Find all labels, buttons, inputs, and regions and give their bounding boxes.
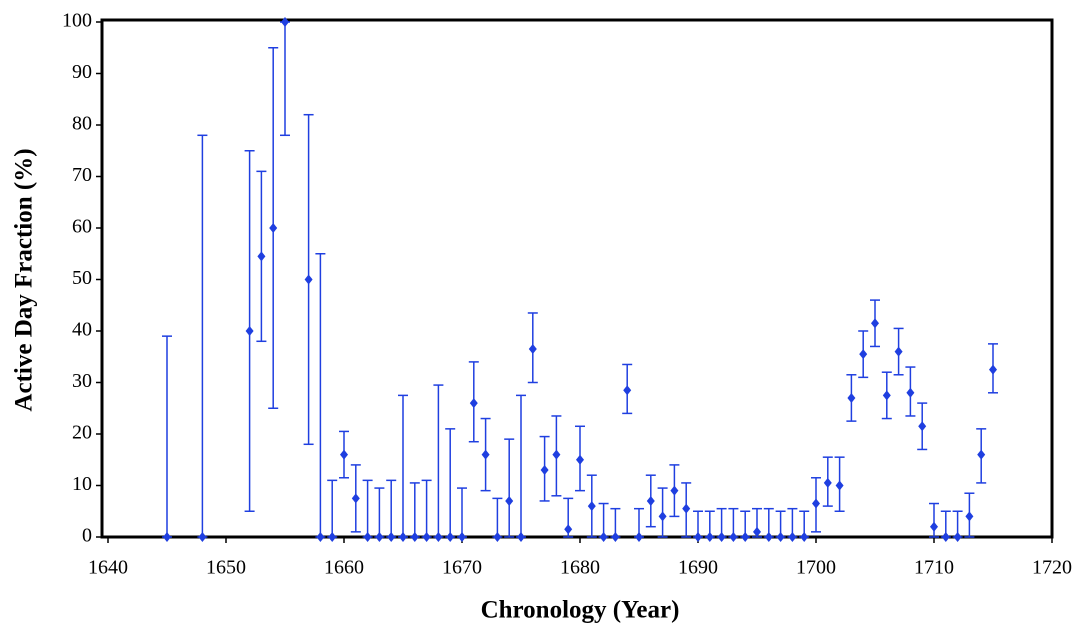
x-tick-label: 1670: [442, 557, 482, 579]
y-tick-label: 10: [72, 473, 92, 495]
point: [741, 532, 750, 542]
point: [635, 532, 643, 542]
y-tick-label: 100: [62, 10, 92, 32]
point: [941, 532, 950, 542]
point: [351, 493, 360, 504]
point: [953, 532, 962, 542]
point: [469, 398, 478, 409]
y-tick-label: 40: [72, 319, 92, 341]
x-tick-label: 1690: [678, 557, 718, 579]
point: [918, 421, 927, 432]
point: [894, 346, 903, 357]
point: [257, 251, 266, 262]
point: [576, 454, 584, 465]
point: [705, 532, 714, 542]
point: [764, 532, 773, 542]
point: [528, 344, 537, 355]
point: [387, 532, 396, 542]
point: [446, 532, 455, 542]
point: [977, 449, 986, 460]
point: [375, 532, 384, 542]
point: [835, 480, 844, 491]
point: [729, 532, 738, 542]
point: [776, 532, 785, 542]
point: [800, 532, 809, 542]
point: [304, 274, 313, 285]
point: [859, 349, 868, 360]
point: [611, 532, 620, 542]
point: [812, 498, 820, 509]
point: [670, 485, 679, 496]
x-axis-title: Chronology (Year): [481, 597, 680, 624]
point: [599, 532, 608, 542]
point: [505, 495, 514, 506]
point: [269, 223, 278, 233]
point: [847, 392, 856, 403]
y-tick-label: 20: [72, 422, 92, 444]
point: [753, 526, 761, 537]
point: [493, 532, 502, 542]
point: [930, 521, 938, 532]
point: [623, 385, 632, 396]
point: [517, 532, 525, 542]
y-tick-label: 60: [72, 216, 92, 238]
x-tick-label: 1650: [206, 557, 246, 579]
point: [587, 501, 596, 512]
x-tick-label: 1680: [560, 557, 600, 579]
x-tick-label: 1710: [914, 557, 954, 579]
plot-frame: [100, 18, 1054, 539]
point: [481, 449, 490, 460]
y-tick-label: 30: [72, 370, 92, 392]
point: [871, 318, 879, 329]
x-tick-label: 1720: [1032, 557, 1072, 579]
point: [823, 477, 832, 488]
y-tick-label: 70: [72, 164, 92, 186]
point: [564, 524, 573, 535]
point: [906, 387, 915, 398]
point: [989, 364, 997, 375]
x-tick-label: 1640: [88, 557, 128, 579]
point: [245, 326, 254, 336]
point: [458, 532, 466, 542]
point: [694, 532, 702, 542]
point: [410, 532, 419, 542]
x-tick-label: 1660: [324, 557, 364, 579]
x-tick-label: 1700: [796, 557, 836, 579]
y-tick-label: 50: [72, 267, 92, 289]
y-tick-label: 0: [82, 525, 92, 547]
point: [281, 17, 289, 27]
point: [340, 449, 348, 460]
point: [552, 449, 561, 460]
point: [965, 511, 974, 522]
point: [882, 390, 891, 401]
point: [163, 532, 171, 542]
point: [646, 495, 655, 506]
point: [328, 532, 337, 542]
point: [399, 532, 407, 542]
point: [316, 532, 325, 542]
y-axis-title: Active Day Fraction (%): [11, 148, 38, 411]
point: [658, 511, 667, 522]
point: [717, 532, 726, 542]
point: [422, 532, 431, 542]
point: [434, 532, 443, 542]
y-tick-label: 90: [72, 61, 92, 83]
point: [540, 465, 549, 476]
point: [198, 532, 207, 542]
point: [682, 503, 691, 514]
point: [788, 532, 797, 542]
point: [363, 532, 372, 542]
y-tick-label: 80: [72, 113, 92, 135]
